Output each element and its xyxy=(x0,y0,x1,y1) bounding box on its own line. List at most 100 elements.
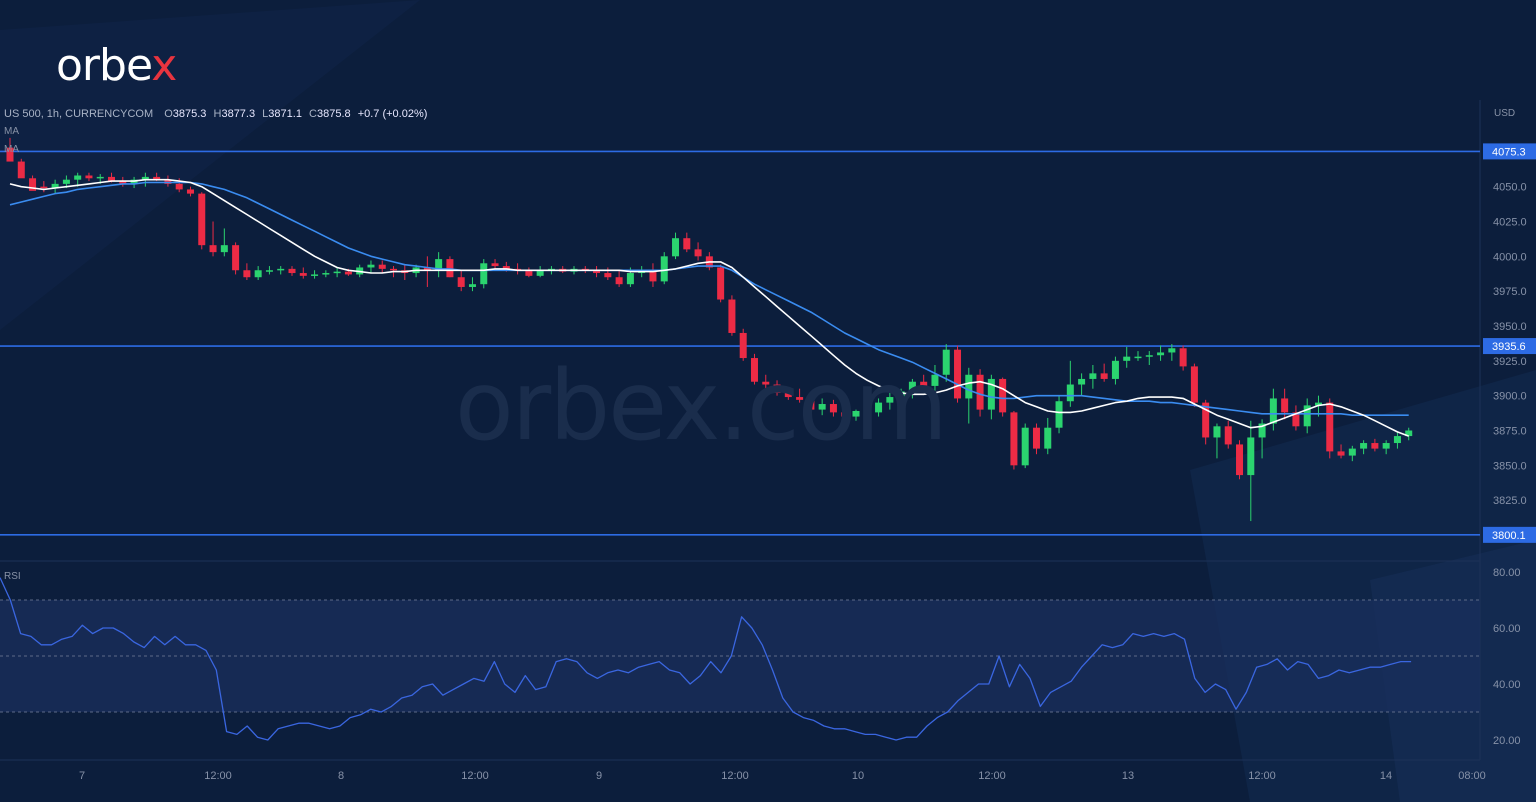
candle xyxy=(1032,423,1040,455)
candle xyxy=(750,353,758,385)
candle-body xyxy=(198,193,206,246)
price-tick-label: 4025.0 xyxy=(1493,216,1527,228)
candle-body xyxy=(897,391,905,398)
candle-body xyxy=(987,378,995,410)
candle xyxy=(299,267,307,279)
level-price-label: 4075.3 xyxy=(1492,146,1526,158)
price-tick-label: 3850.0 xyxy=(1493,460,1527,472)
ma-label-2[interactable]: MA xyxy=(4,144,19,155)
time-tick-label: 12:00 xyxy=(1248,770,1276,782)
time-tick-label: 10 xyxy=(852,770,864,782)
candle xyxy=(593,266,601,278)
candle xyxy=(333,267,341,278)
candle xyxy=(1382,440,1390,455)
time-tick-label: 9 xyxy=(596,770,602,782)
candle xyxy=(1066,360,1074,407)
candle-body xyxy=(6,147,14,162)
candle-body xyxy=(1100,373,1108,379)
candle xyxy=(311,270,319,279)
candle-body xyxy=(1010,412,1018,466)
candle-body xyxy=(920,381,928,386)
candle-body xyxy=(1055,401,1063,428)
candle-body xyxy=(232,245,240,271)
time-tick-label: 12:00 xyxy=(461,770,489,782)
candle-body xyxy=(40,186,48,189)
candle-body xyxy=(1337,451,1345,456)
bg-shape xyxy=(0,0,420,330)
candle-body xyxy=(62,179,70,184)
candle xyxy=(378,260,386,274)
candle xyxy=(954,345,962,403)
candle xyxy=(773,380,781,396)
level-price-tag xyxy=(1483,526,1536,543)
candle-body xyxy=(491,263,499,267)
candle-body xyxy=(863,410,871,413)
price-tick-label: 3825.0 xyxy=(1493,495,1527,507)
candle-body xyxy=(209,245,217,253)
candle-body xyxy=(265,270,273,272)
candle-body xyxy=(502,266,510,269)
candle-body xyxy=(1066,384,1074,402)
candle-body xyxy=(220,245,228,253)
rsi-line xyxy=(0,577,1412,741)
candle-body xyxy=(480,263,488,285)
candle-body xyxy=(1382,443,1390,449)
candle xyxy=(1405,427,1413,441)
candle xyxy=(1089,365,1097,389)
ma-slow-line xyxy=(9,181,1409,417)
time-tick-label: 12:00 xyxy=(721,770,749,782)
candle xyxy=(1044,417,1052,455)
candle-body xyxy=(1134,356,1142,359)
candle xyxy=(1100,363,1108,382)
candle xyxy=(288,266,296,276)
candle-body xyxy=(649,270,657,282)
candle-body xyxy=(1224,426,1232,445)
candle-body xyxy=(1179,348,1187,367)
candle-body xyxy=(1044,427,1052,449)
candle xyxy=(1348,445,1356,462)
candle xyxy=(1337,444,1345,459)
candle-body xyxy=(683,238,691,250)
level-price-label: 3800.1 xyxy=(1492,530,1526,542)
candle-body xyxy=(119,181,127,184)
candle xyxy=(198,192,206,250)
candle xyxy=(1326,398,1334,459)
candle-body xyxy=(1393,436,1401,444)
candle-body xyxy=(1326,402,1334,452)
candle-body xyxy=(1303,405,1311,427)
candle-body xyxy=(96,176,104,179)
orbex-logo: orbex xyxy=(56,40,177,91)
candle xyxy=(6,137,14,162)
candle-body xyxy=(1405,430,1413,437)
candle-body xyxy=(153,176,161,180)
ma-label-1[interactable]: MA xyxy=(4,126,19,137)
candle-body xyxy=(1292,412,1300,427)
candle-body xyxy=(931,374,939,386)
candle-body xyxy=(875,402,883,413)
candle xyxy=(615,270,623,287)
rsi-tick-label: 20.00 xyxy=(1493,735,1521,747)
candle-body xyxy=(1168,348,1176,353)
candle xyxy=(649,263,657,287)
rsi-tick-label: 40.00 xyxy=(1493,679,1521,691)
candle xyxy=(51,179,59,194)
candle xyxy=(931,365,939,396)
candle-body xyxy=(942,349,950,375)
candle-body xyxy=(1213,426,1221,438)
candle-body xyxy=(468,284,476,287)
candle-body xyxy=(333,271,341,274)
candle-body xyxy=(965,374,973,399)
candle xyxy=(1393,431,1401,449)
candle-body xyxy=(954,349,962,399)
time-tick-label: 8 xyxy=(338,770,344,782)
currency-label: USD xyxy=(1494,108,1516,119)
candle-body xyxy=(322,273,330,275)
rsi-label[interactable]: RSI xyxy=(4,571,21,582)
candle-body xyxy=(1202,402,1210,438)
candle xyxy=(1134,351,1142,361)
candle-body xyxy=(1190,366,1198,403)
candle-body xyxy=(175,183,183,190)
candle xyxy=(322,270,330,278)
candle xyxy=(446,256,454,278)
